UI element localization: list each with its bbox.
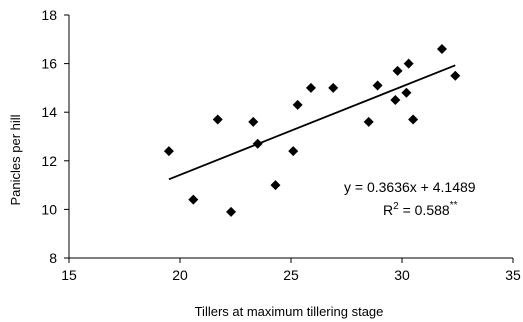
data-point-diamond — [305, 82, 316, 93]
data-point-diamond — [248, 116, 259, 127]
r2-value: = 0.588 — [399, 202, 450, 218]
data-point-diamond — [403, 58, 414, 69]
r-squared-label: R2 = 0.588** — [383, 200, 458, 218]
data-point-diamond — [363, 116, 374, 127]
data-point-diamond — [270, 180, 281, 191]
x-tick-label: 15 — [61, 267, 77, 283]
y-tick-label: 12 — [41, 153, 57, 169]
chart-ticks: 15 20 25 30 35 8 10 12 14 16 18 — [41, 7, 521, 283]
data-point-diamond — [188, 194, 199, 205]
regression-equation: y = 0.3636x + 4.1489 — [344, 179, 476, 195]
r2-significance: ** — [450, 200, 458, 211]
data-point-diamond — [390, 95, 401, 106]
data-point-diamond — [292, 99, 303, 110]
data-points — [163, 44, 461, 217]
y-tick-label: 10 — [41, 201, 57, 217]
y-tick-label: 18 — [41, 7, 57, 23]
x-tick-label: 25 — [283, 267, 299, 283]
y-tick-label: 14 — [41, 104, 57, 120]
data-point-diamond — [372, 80, 383, 91]
data-point-diamond — [408, 114, 419, 125]
data-point-diamond — [328, 82, 339, 93]
r2-prefix: R — [383, 202, 393, 218]
data-point-diamond — [288, 146, 299, 157]
data-point-diamond — [252, 138, 263, 149]
x-tick-label: 30 — [394, 267, 410, 283]
data-point-diamond — [436, 44, 447, 55]
data-point-diamond — [392, 65, 403, 76]
y-axis-title: Panicles per hill — [8, 114, 23, 205]
x-tick-label: 35 — [505, 267, 521, 283]
data-point-diamond — [226, 206, 237, 217]
data-point-diamond — [401, 87, 412, 98]
trendline — [168, 64, 456, 181]
x-tick-label: 20 — [172, 267, 188, 283]
data-point-diamond — [212, 114, 223, 125]
y-tick-label: 8 — [49, 250, 57, 266]
r2-exponent: 2 — [393, 201, 399, 212]
x-axis-title: Tillers at maximum tillering stage — [195, 304, 384, 319]
y-tick-label: 16 — [41, 56, 57, 72]
chart-axes — [68, 15, 513, 259]
data-point-diamond — [450, 70, 461, 81]
data-point-diamond — [163, 146, 174, 157]
